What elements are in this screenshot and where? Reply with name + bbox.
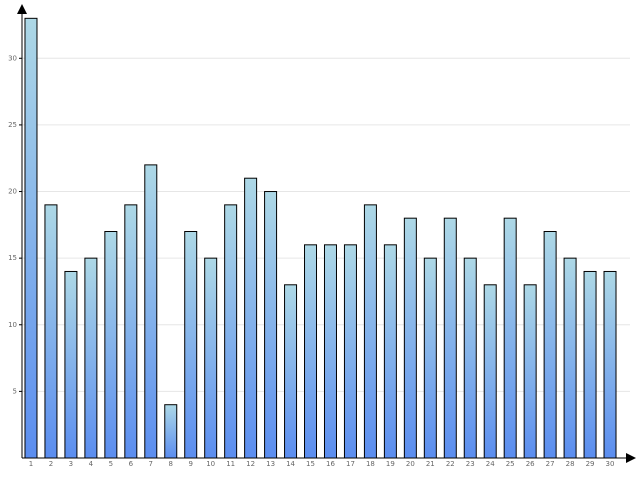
bar [24, 17, 38, 459]
x-tick-label: 10 [206, 460, 215, 468]
x-tick-label: 25 [506, 460, 515, 468]
x-tick-label: 7 [149, 460, 153, 468]
y-tick-label: 15 [8, 254, 17, 262]
y-axis-arrow [17, 4, 27, 14]
y-tick-label: 25 [8, 121, 17, 129]
x-tick-label: 5 [109, 460, 113, 468]
x-tick-label: 29 [586, 460, 595, 468]
x-tick-label: 22 [446, 460, 455, 468]
y-tick-label: 30 [8, 54, 17, 62]
bar [224, 204, 238, 459]
bar [543, 231, 557, 459]
bar [323, 244, 337, 459]
bar [463, 257, 477, 459]
bar [104, 231, 118, 459]
bar [503, 217, 517, 459]
x-tick-label: 18 [366, 460, 375, 468]
x-tick-label: 1 [29, 460, 33, 468]
bar [403, 217, 417, 459]
x-tick-label: 13 [266, 460, 275, 468]
x-tick-label: 4 [89, 460, 94, 468]
x-tick-label: 6 [129, 460, 134, 468]
y-tick-label: 10 [8, 321, 17, 329]
x-axis-arrow [626, 453, 636, 463]
x-tick-label: 12 [246, 460, 255, 468]
bar [304, 244, 318, 459]
x-tick-label: 30 [606, 460, 615, 468]
x-tick-label: 28 [566, 460, 575, 468]
bar [523, 284, 537, 459]
x-tick-label: 16 [326, 460, 335, 468]
x-tick-label: 21 [426, 460, 435, 468]
x-tick-label: 14 [286, 460, 295, 468]
bar [64, 270, 78, 459]
bar [363, 204, 377, 459]
x-tick-label: 17 [346, 460, 355, 468]
bar [184, 231, 198, 459]
y-tick-label: 20 [8, 188, 17, 196]
bar [204, 257, 218, 459]
bar [483, 284, 497, 459]
bar [144, 164, 158, 459]
bar [124, 204, 138, 459]
bar [423, 257, 437, 459]
bar [563, 257, 577, 459]
x-tick-label: 11 [226, 460, 235, 468]
bar [443, 217, 457, 459]
bar [164, 404, 178, 459]
x-tick-label: 24 [486, 460, 495, 468]
x-tick-label: 15 [306, 460, 315, 468]
x-tick-label: 2 [49, 460, 53, 468]
bar [84, 257, 98, 459]
bar [603, 270, 617, 459]
x-tick-label: 8 [169, 460, 173, 468]
x-tick-label: 23 [466, 460, 475, 468]
y-tick-label: 5 [13, 387, 17, 395]
bar [383, 244, 397, 459]
x-tick-label: 3 [69, 460, 73, 468]
bar [244, 177, 258, 459]
bar [343, 244, 357, 459]
bar [284, 284, 298, 459]
bar [44, 204, 58, 459]
x-tick-label: 27 [546, 460, 555, 468]
bar [583, 270, 597, 459]
bar [264, 191, 278, 459]
x-tick-label: 19 [386, 460, 395, 468]
x-tick-label: 20 [406, 460, 415, 468]
x-tick-label: 9 [188, 460, 192, 468]
x-tick-label: 26 [526, 460, 535, 468]
